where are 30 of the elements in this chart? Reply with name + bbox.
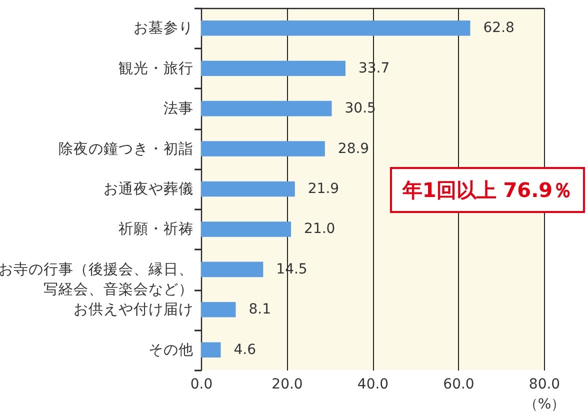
data-label: 4.6	[234, 342, 256, 358]
bar	[201, 100, 332, 116]
y-tick-label: その他	[148, 341, 194, 358]
data-label: 8.1	[248, 302, 271, 318]
y-tick-label: お通夜や葬儀	[104, 180, 194, 198]
x-tick-label: 40.0	[357, 376, 389, 392]
data-label: 28.9	[338, 140, 370, 157]
data-label: 62.8	[483, 20, 514, 36]
x-tick-label: 60.0	[443, 376, 474, 392]
y-tick-label: 祈願・祈祷	[118, 220, 194, 238]
data-label: 21.0	[304, 221, 336, 238]
x-tick-label: 0.0	[190, 376, 213, 392]
annotation: 年1回以上 76.9％	[402, 176, 573, 204]
bar	[201, 181, 295, 197]
x-tick-label: 20.0	[272, 376, 303, 392]
bar	[201, 262, 264, 278]
x-axis-title: （%）	[524, 396, 566, 412]
y-tick-label: 観光・旅行	[118, 60, 194, 77]
data-label: 21.9	[308, 181, 340, 197]
bar	[201, 20, 470, 36]
bar	[201, 141, 325, 156]
x-tick-label: 80.0	[528, 376, 560, 392]
bar	[201, 60, 346, 76]
y-tick-label: お墓参り	[134, 20, 194, 37]
bar	[201, 342, 221, 358]
bar	[201, 222, 292, 237]
bar	[201, 302, 236, 318]
y-tick-label: 除夜の鐘つき・初詣	[58, 140, 194, 158]
y-tick-label: 法事	[164, 100, 194, 118]
y-tick-label: お供えや付け届け	[74, 302, 194, 318]
